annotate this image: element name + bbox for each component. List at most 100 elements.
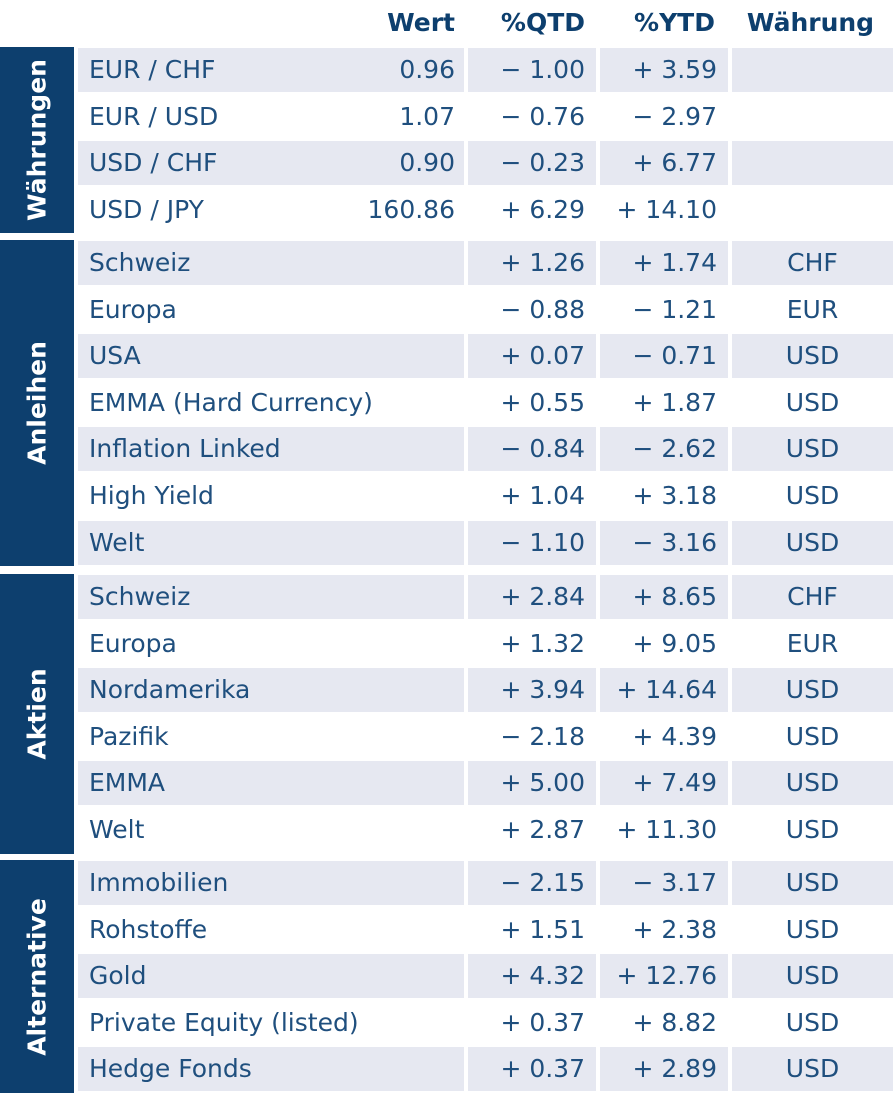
- row-ytd: − 0.71: [600, 334, 728, 379]
- row-qtd: + 1.32: [500, 628, 585, 658]
- section-0: Währungen EUR / CHF 0.96− 1.00 + 3.59 EUR / …: [0, 47, 893, 233]
- row-name: Rohstoffe: [89, 915, 208, 945]
- table-row: Inflation Linked − 0.84− 2.62 USD: [78, 427, 893, 472]
- row-currency: USD: [732, 334, 893, 379]
- row-qtd: + 2.87: [500, 814, 585, 844]
- row-ytd: + 9.05: [632, 628, 717, 658]
- row-currency: EUR: [786, 628, 839, 658]
- table-row: Welt + 2.87 + 11.30 USD: [78, 808, 893, 852]
- row-ytd: − 3.17: [600, 861, 728, 906]
- table-row: EUR / CHF 0.96 − 1.00 + 3.59: [78, 48, 893, 92]
- row-value: [358, 1001, 455, 1045]
- row-qtd: − 0.84: [468, 427, 596, 472]
- row-name: USA: [78, 334, 464, 379]
- row-value: [358, 427, 455, 471]
- row-currency: USD: [732, 954, 893, 999]
- table-row: Welt − 1.10− 3.16 USD: [78, 521, 893, 566]
- row-value: [358, 761, 455, 805]
- row-name: EMMA: [78, 760, 464, 805]
- row-currency: USD: [785, 1008, 840, 1038]
- table-row: Pazifik − 2.18 + 4.39 USD: [78, 715, 893, 759]
- table-row: Immobilien − 2.15− 3.17 USD: [78, 861, 893, 906]
- table-row: EMMA + 5.00 + 7.49 USD: [78, 760, 893, 805]
- row-currency: USD: [732, 861, 893, 906]
- table-row: EMMA (Hard Currency) + 0.55 + 1.87 USD: [78, 381, 893, 425]
- row-value: [358, 521, 455, 565]
- row-ytd: − 3.16: [600, 521, 728, 566]
- row-value: [358, 954, 455, 998]
- row-currency: [732, 141, 893, 185]
- row-ytd: + 3.59: [600, 48, 728, 92]
- row-qtd: + 0.37: [500, 1008, 585, 1038]
- row-currency: USD: [732, 760, 893, 805]
- table-row: Hedge Fonds + 0.37 + 2.89 USD: [78, 1047, 893, 1092]
- row-ytd: + 4.39: [632, 721, 717, 751]
- row-ytd: − 2.62: [600, 427, 728, 472]
- row-ytd: + 1.87: [632, 388, 717, 418]
- row-currency: USD: [785, 721, 840, 751]
- header-currency: Währung: [746, 8, 875, 37]
- table-row: Schweiz + 1.26 + 1.74 CHF: [78, 241, 893, 286]
- row-ytd: + 8.65: [600, 574, 728, 619]
- row-qtd: + 0.07: [468, 334, 596, 379]
- table-row: USD / JPY 160.86 + 6.29 + 14.10: [78, 188, 893, 232]
- section-1: Anleihen Schweiz + 1.26 + 1.74 CHF Europa − 0.…: [0, 240, 893, 567]
- row-value: [358, 474, 455, 518]
- row-currency: USD: [732, 521, 893, 566]
- row-qtd: − 1.00: [468, 48, 596, 92]
- table-row: Nordamerika + 3.94 + 14.64 USD: [78, 667, 893, 712]
- row-name: USD / JPY: [89, 195, 204, 224]
- row-ytd: + 3.18: [632, 481, 717, 511]
- row-value: [358, 908, 455, 952]
- row-value: 160.86: [367, 195, 455, 224]
- row-qtd: + 1.04: [500, 481, 585, 511]
- row-ytd: + 2.38: [632, 915, 717, 945]
- row-qtd: − 1.10: [468, 521, 596, 566]
- row-name: Pazifik: [89, 721, 169, 751]
- row-value: [358, 575, 455, 619]
- row-value: [358, 622, 455, 666]
- row-ytd: + 14.64: [600, 667, 728, 712]
- row-value: [358, 715, 455, 759]
- row-qtd: + 0.55: [500, 388, 585, 418]
- table-row: USA + 0.07− 0.71 USD: [78, 334, 893, 379]
- row-name: EMMA (Hard Currency): [89, 388, 373, 418]
- row-qtd: + 4.32: [468, 954, 596, 999]
- table-row: Private Equity (listed) + 0.37 + 8.82 USD: [78, 1001, 893, 1045]
- row-ytd: − 2.97: [632, 102, 717, 131]
- row-currency: USD: [732, 1047, 893, 1092]
- row-name: High Yield: [89, 481, 214, 511]
- row-currency: EUR: [786, 295, 839, 325]
- row-value: 0.90: [399, 148, 455, 177]
- row-currency: [732, 48, 893, 92]
- row-ytd: − 1.21: [632, 295, 717, 325]
- row-ytd: + 1.74: [600, 241, 728, 286]
- row-ytd: + 14.10: [616, 195, 717, 224]
- row-ytd: + 11.30: [616, 814, 717, 844]
- row-ytd: + 2.89: [600, 1047, 728, 1092]
- header-wert: Wert: [387, 8, 455, 37]
- row-qtd: − 0.88: [500, 295, 585, 325]
- row-qtd: − 0.76: [500, 102, 585, 131]
- section-label: Aktien: [22, 667, 52, 760]
- row-qtd: + 5.00: [468, 760, 596, 805]
- row-currency: USD: [785, 481, 840, 511]
- section-label: Anleihen: [22, 341, 52, 466]
- row-currency: CHF: [732, 574, 893, 619]
- row-name: Europa: [89, 628, 177, 658]
- row-value: [358, 241, 455, 285]
- row-name: Nordamerika: [78, 667, 464, 712]
- row-currency: USD: [785, 388, 840, 418]
- section-side-bar: Anleihen: [0, 240, 74, 567]
- row-value: [358, 381, 455, 425]
- row-value: [358, 1047, 455, 1091]
- row-currency: CHF: [732, 241, 893, 286]
- row-name: Welt: [78, 521, 464, 566]
- row-currency: [732, 95, 893, 139]
- section-label: Alternative: [22, 897, 52, 1056]
- table-row: Europa + 1.32 + 9.05 EUR: [78, 622, 893, 666]
- row-value: [358, 288, 455, 332]
- row-qtd: − 2.15: [468, 861, 596, 906]
- row-qtd: − 0.23: [468, 141, 596, 185]
